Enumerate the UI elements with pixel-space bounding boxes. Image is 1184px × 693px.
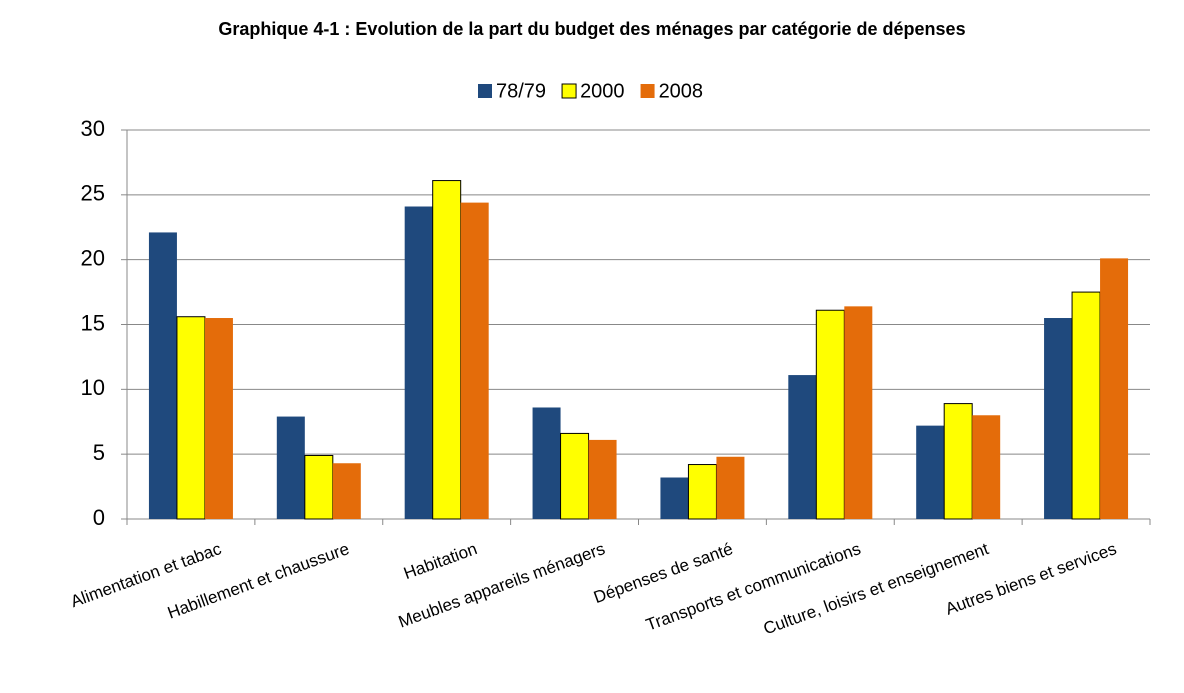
bar [844, 306, 873, 519]
legend-label: 78/79 [496, 80, 546, 102]
bar [404, 206, 433, 519]
bar [560, 432, 590, 520]
chart-title: Graphique 4-1 : Evolution de la part du … [218, 19, 965, 39]
x-tick-label: Culture, loisirs et enseignement [761, 539, 992, 638]
x-tick-label: Transports et communications [643, 539, 863, 635]
bar [432, 180, 462, 520]
y-tick-label: 5 [93, 440, 105, 465]
x-tick-label: Habitation [401, 539, 479, 583]
bar [943, 403, 973, 520]
bar [716, 456, 745, 519]
y-tick-label: 20 [81, 245, 105, 270]
legend-label: 2008 [659, 80, 704, 102]
y-tick-label: 30 [81, 116, 105, 141]
legend-swatch [478, 84, 492, 98]
y-tick-label: 25 [81, 181, 105, 206]
legend-label: 2000 [580, 80, 625, 102]
bar [460, 202, 489, 519]
y-tick-label: 0 [93, 505, 105, 530]
x-tick-label: Meubles appareils ménagers [396, 539, 608, 632]
bar [660, 477, 689, 519]
bar [176, 316, 206, 520]
bar [687, 464, 717, 520]
y-tick-label: 15 [81, 310, 105, 335]
bar [532, 407, 561, 519]
bar [972, 415, 1001, 519]
bar [148, 232, 177, 520]
bar [1044, 318, 1073, 519]
bar [788, 375, 817, 519]
bar [276, 416, 305, 519]
legend-swatch [640, 84, 655, 98]
bar [815, 309, 845, 520]
legend-swatch [561, 83, 577, 99]
bar [204, 318, 233, 519]
bar [1100, 258, 1129, 519]
bar [1071, 291, 1101, 520]
bar [916, 425, 945, 519]
bar [332, 463, 361, 519]
y-tick-label: 10 [81, 375, 105, 400]
bar [304, 454, 334, 520]
bar [588, 439, 617, 519]
